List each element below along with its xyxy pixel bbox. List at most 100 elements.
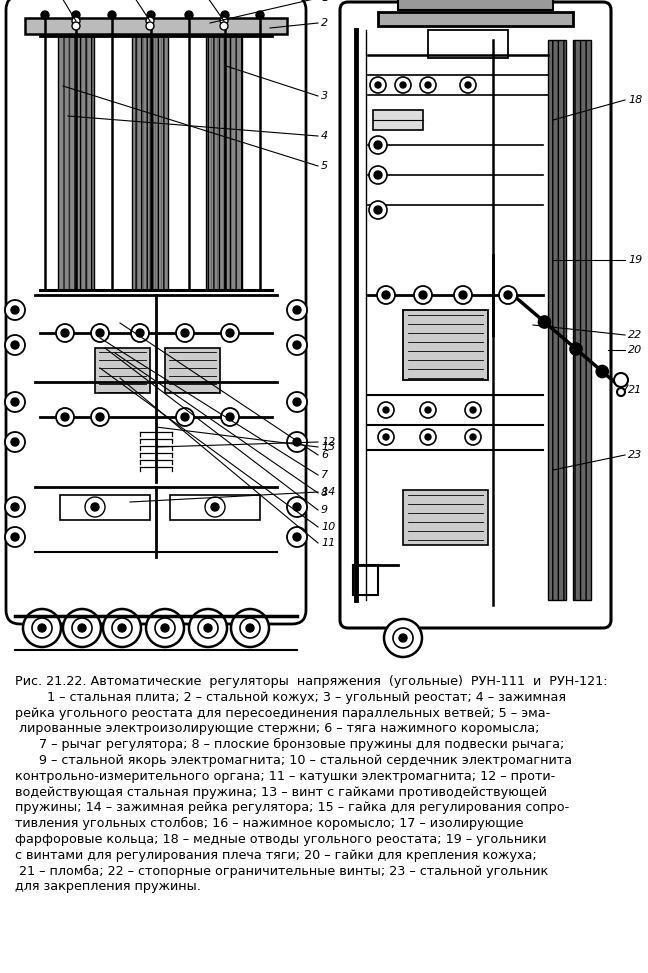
Text: 19: 19 — [628, 255, 642, 265]
Circle shape — [374, 206, 382, 214]
Circle shape — [425, 434, 431, 440]
Circle shape — [155, 618, 175, 638]
Circle shape — [287, 527, 307, 547]
Bar — [58, 36, 94, 290]
Circle shape — [131, 324, 149, 342]
Text: 3: 3 — [321, 91, 328, 101]
Circle shape — [108, 11, 116, 19]
Circle shape — [374, 171, 382, 179]
Circle shape — [375, 82, 381, 88]
Circle shape — [72, 22, 80, 30]
Circle shape — [32, 618, 52, 638]
Circle shape — [420, 402, 436, 418]
Circle shape — [459, 291, 467, 299]
Bar — [178, 328, 192, 338]
Circle shape — [5, 335, 25, 355]
Text: контрольно-измерительного органа; 11 – катушки электромагнита; 12 – проти-: контрольно-измерительного органа; 11 – к… — [15, 770, 555, 783]
Circle shape — [378, 402, 394, 418]
Bar — [95, 348, 150, 393]
Bar — [573, 40, 591, 600]
Circle shape — [72, 17, 80, 25]
Circle shape — [226, 329, 234, 337]
Circle shape — [231, 609, 269, 647]
Circle shape — [420, 429, 436, 445]
Circle shape — [11, 398, 19, 406]
Circle shape — [91, 408, 109, 426]
Circle shape — [205, 497, 225, 517]
Circle shape — [399, 634, 407, 642]
Text: 14: 14 — [321, 487, 335, 497]
Circle shape — [287, 432, 307, 452]
Circle shape — [420, 77, 436, 93]
Text: 9: 9 — [321, 505, 328, 515]
Text: 1: 1 — [321, 0, 328, 3]
Circle shape — [23, 609, 61, 647]
Circle shape — [377, 286, 395, 304]
Text: 2: 2 — [321, 18, 328, 28]
Text: с винтами для регулирования плеча тяги; 20 – гайки для крепления кожуха;: с винтами для регулирования плеча тяги; … — [15, 848, 537, 862]
Circle shape — [56, 324, 74, 342]
Circle shape — [293, 398, 301, 406]
Circle shape — [78, 624, 86, 632]
Circle shape — [5, 497, 25, 517]
Bar — [60, 495, 150, 520]
Circle shape — [393, 628, 413, 648]
Text: 1 – стальная плита; 2 – стальной кожух; 3 – угольный реостат; 4 – зажимная: 1 – стальная плита; 2 – стальной кожух; … — [15, 691, 566, 703]
Circle shape — [419, 291, 427, 299]
Circle shape — [383, 407, 389, 413]
Circle shape — [226, 413, 234, 421]
Circle shape — [5, 527, 25, 547]
Circle shape — [5, 300, 25, 320]
Circle shape — [221, 324, 239, 342]
Circle shape — [185, 11, 193, 19]
Circle shape — [425, 82, 431, 88]
Circle shape — [96, 329, 104, 337]
Circle shape — [63, 609, 101, 647]
Text: 6: 6 — [321, 450, 328, 460]
Circle shape — [136, 329, 144, 337]
Circle shape — [256, 11, 264, 19]
Circle shape — [221, 11, 229, 19]
FancyBboxPatch shape — [340, 2, 611, 628]
Circle shape — [72, 11, 80, 19]
Circle shape — [176, 408, 194, 426]
Text: 7 – рычаг регулятора; 8 – плоские бронзовые пружины для подвески рычага;: 7 – рычаг регулятора; 8 – плоские бронзо… — [15, 739, 564, 751]
Text: лированные электроизолирующие стержни; 6 – тяга нажимного коромысла;: лированные электроизолирующие стержни; 6… — [15, 722, 540, 736]
Bar — [165, 348, 220, 393]
Circle shape — [211, 503, 219, 511]
Text: 7: 7 — [321, 470, 328, 480]
Circle shape — [465, 429, 481, 445]
Text: пружины; 14 – зажимная рейка регулятора; 15 – гайка для регулирования сопро-: пружины; 14 – зажимная рейка регулятора;… — [15, 802, 569, 814]
Bar — [373, 110, 423, 130]
Text: 9 – стальной якорь электромагнита; 10 – стальной сердечник электромагнита: 9 – стальной якорь электромагнита; 10 – … — [15, 754, 572, 767]
Circle shape — [72, 618, 92, 638]
Text: 5: 5 — [321, 161, 328, 171]
Circle shape — [246, 624, 254, 632]
Circle shape — [220, 22, 228, 30]
Circle shape — [85, 497, 105, 517]
Circle shape — [11, 306, 19, 314]
Text: 22: 22 — [628, 330, 642, 340]
Bar — [548, 40, 566, 600]
Circle shape — [395, 77, 411, 93]
Bar — [206, 36, 242, 290]
Circle shape — [400, 82, 406, 88]
Text: 21: 21 — [628, 385, 642, 395]
Circle shape — [146, 609, 184, 647]
Circle shape — [287, 300, 307, 320]
Circle shape — [293, 306, 301, 314]
Bar — [223, 328, 237, 338]
Circle shape — [118, 624, 126, 632]
Circle shape — [112, 618, 132, 638]
Circle shape — [189, 609, 227, 647]
Circle shape — [176, 324, 194, 342]
Circle shape — [383, 434, 389, 440]
Circle shape — [56, 408, 74, 426]
Circle shape — [538, 316, 551, 328]
Text: 23: 23 — [628, 450, 642, 460]
Circle shape — [61, 413, 69, 421]
Circle shape — [91, 324, 109, 342]
Circle shape — [220, 17, 228, 25]
Circle shape — [204, 624, 212, 632]
Circle shape — [414, 286, 432, 304]
